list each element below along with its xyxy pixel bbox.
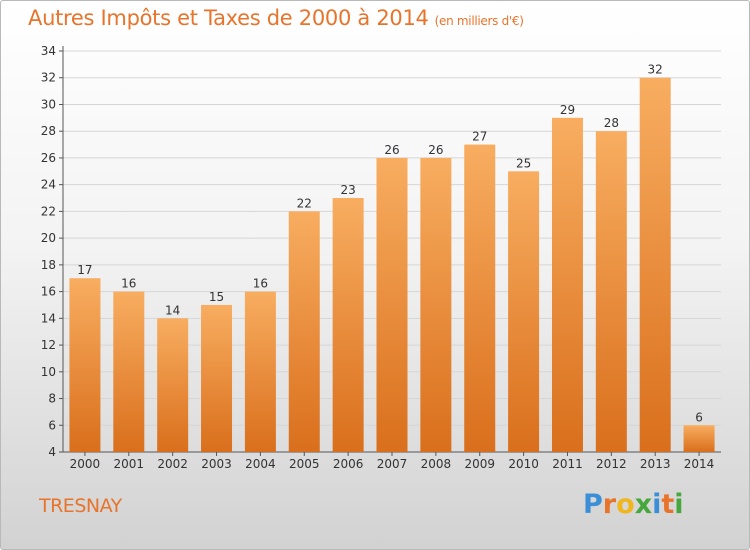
x-tick-label: 2009	[464, 457, 495, 471]
x-tick-label: 2005	[289, 457, 320, 471]
y-tick-label: 28	[41, 124, 56, 138]
proxiti-logo: Proxiti	[583, 489, 684, 520]
x-tick-label: 2008	[421, 457, 452, 471]
bar	[376, 157, 408, 452]
y-tick-label: 26	[41, 151, 56, 165]
y-tick-label: 22	[41, 204, 56, 218]
y-tick-label: 34	[41, 44, 56, 58]
data-label: 17	[77, 263, 92, 277]
data-label: 15	[209, 290, 224, 304]
logo-letter: x	[634, 489, 653, 520]
data-label: 27	[472, 130, 487, 144]
data-label: 26	[384, 143, 399, 157]
y-tick-label: 4	[48, 445, 56, 459]
x-tick-label: 2000	[70, 457, 101, 471]
bar	[464, 144, 496, 453]
bar	[639, 77, 671, 452]
x-tick-label: 2007	[377, 457, 408, 471]
data-label: 32	[648, 63, 663, 77]
logo-letter: r	[602, 489, 617, 520]
bar	[69, 278, 101, 452]
x-tick-label: 2014	[684, 457, 715, 471]
logo-letter: o	[616, 489, 635, 520]
bar	[332, 198, 364, 452]
bar	[288, 211, 320, 452]
data-label: 16	[253, 277, 268, 291]
y-tick-label: 14	[41, 311, 56, 325]
bar	[508, 171, 540, 453]
x-tick-label: 2004	[245, 457, 276, 471]
y-tick-label: 30	[41, 97, 56, 111]
chart-title: Autres Impôts et Taxes de 2000 à 2014 (en…	[28, 6, 524, 30]
chart-title-text: Autres Impôts et Taxes de 2000 à 2014	[28, 6, 429, 30]
y-tick-label: 16	[41, 285, 56, 299]
x-tick-label: 2006	[333, 457, 364, 471]
y-tick-label: 8	[48, 392, 56, 406]
x-tick-label: 2001	[114, 457, 145, 471]
data-label: 16	[121, 277, 136, 291]
bar	[113, 291, 145, 452]
y-tick-label: 32	[41, 71, 56, 85]
bar	[683, 425, 715, 452]
data-label: 25	[516, 156, 531, 170]
data-label: 28	[604, 116, 619, 130]
data-label: 22	[297, 196, 312, 210]
y-tick-label: 24	[41, 178, 56, 192]
x-tick-label: 2003	[201, 457, 232, 471]
bar	[551, 117, 583, 452]
bar	[244, 291, 276, 452]
data-label: 29	[560, 103, 575, 117]
y-tick-label: 12	[41, 338, 56, 352]
y-tick-label: 6	[48, 418, 56, 432]
logo-letter: P	[583, 489, 603, 520]
data-label: 14	[165, 303, 180, 317]
data-label: 23	[340, 183, 355, 197]
chart-subtitle: (en milliers d'€)	[434, 14, 524, 28]
x-tick-label: 2010	[508, 457, 539, 471]
bar	[595, 131, 627, 452]
x-tick-label: 2012	[596, 457, 627, 471]
x-tick-label: 2011	[552, 457, 583, 471]
data-label: 6	[695, 410, 703, 424]
place-name: TRESNAY	[39, 495, 122, 517]
x-tick-label: 2013	[640, 457, 671, 471]
y-tick-label: 20	[41, 231, 56, 245]
bar	[157, 318, 189, 452]
y-tick-label: 10	[41, 365, 56, 379]
logo-letter: i	[674, 489, 684, 520]
x-tick-label: 2002	[157, 457, 188, 471]
bar	[420, 157, 452, 452]
logo-letter: t	[661, 489, 675, 520]
bar	[201, 304, 233, 452]
y-tick-label: 18	[41, 258, 56, 272]
logo-letter: i	[652, 489, 662, 520]
data-label: 26	[428, 143, 443, 157]
